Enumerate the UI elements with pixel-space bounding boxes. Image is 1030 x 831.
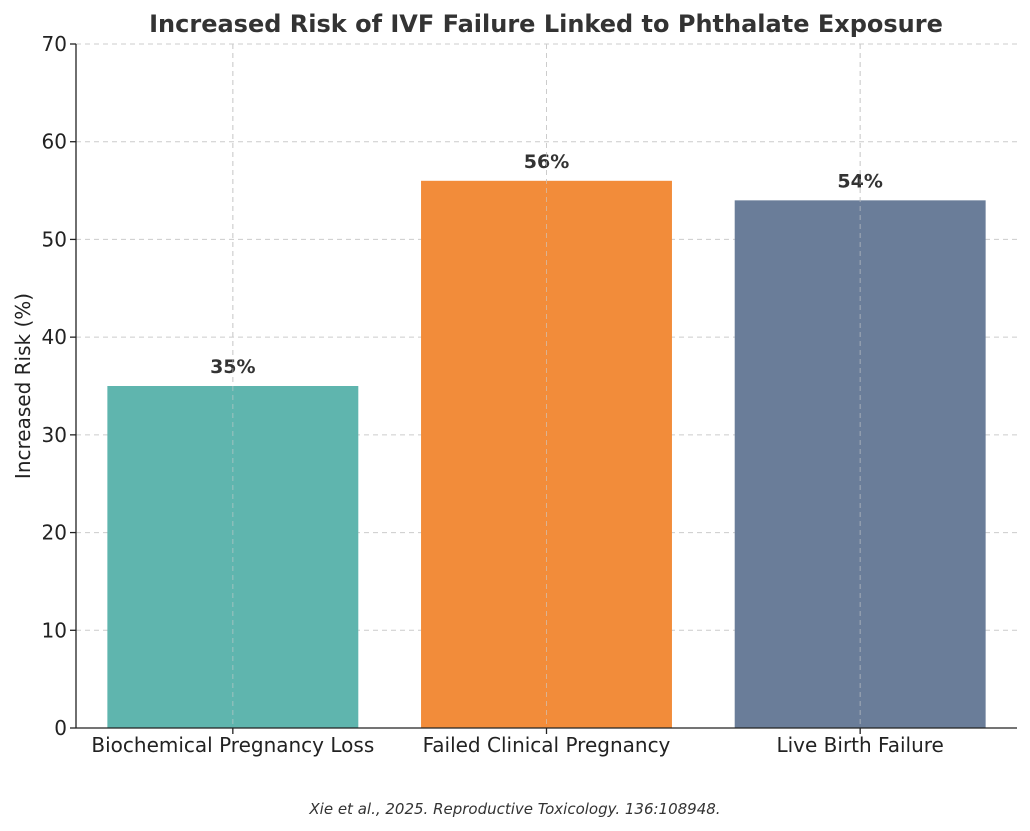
- y-tick-label: 20: [42, 521, 67, 545]
- data-labels: 35%56%54%: [210, 44, 883, 728]
- bar-value-label: 35%: [210, 356, 255, 378]
- chart-title: Increased Risk of IVF Failure Linked to …: [149, 10, 943, 38]
- x-tick-label: Failed Clinical Pregnancy: [423, 733, 671, 757]
- y-tick-label: 40: [42, 325, 67, 349]
- y-tick-label: 30: [42, 423, 67, 447]
- y-tick-label: 10: [42, 618, 67, 642]
- source-citation: Xie et al., 2025. Reproductive Toxicolog…: [308, 800, 720, 818]
- x-ticks: Biochemical Pregnancy Loss Failed Clinica…: [91, 728, 944, 757]
- y-tick-label: 50: [42, 227, 67, 251]
- x-tick-label: Live Birth Failure: [776, 733, 943, 757]
- y-tick-label: 0: [54, 716, 67, 740]
- y-tick-label: 70: [42, 32, 67, 56]
- y-ticks: 0 10 20 30 40 50 60 70: [42, 32, 76, 740]
- y-axis-label: Increased Risk (%): [11, 293, 35, 479]
- x-tick-label: Biochemical Pregnancy Loss: [91, 733, 374, 757]
- y-tick-label: 60: [42, 130, 67, 154]
